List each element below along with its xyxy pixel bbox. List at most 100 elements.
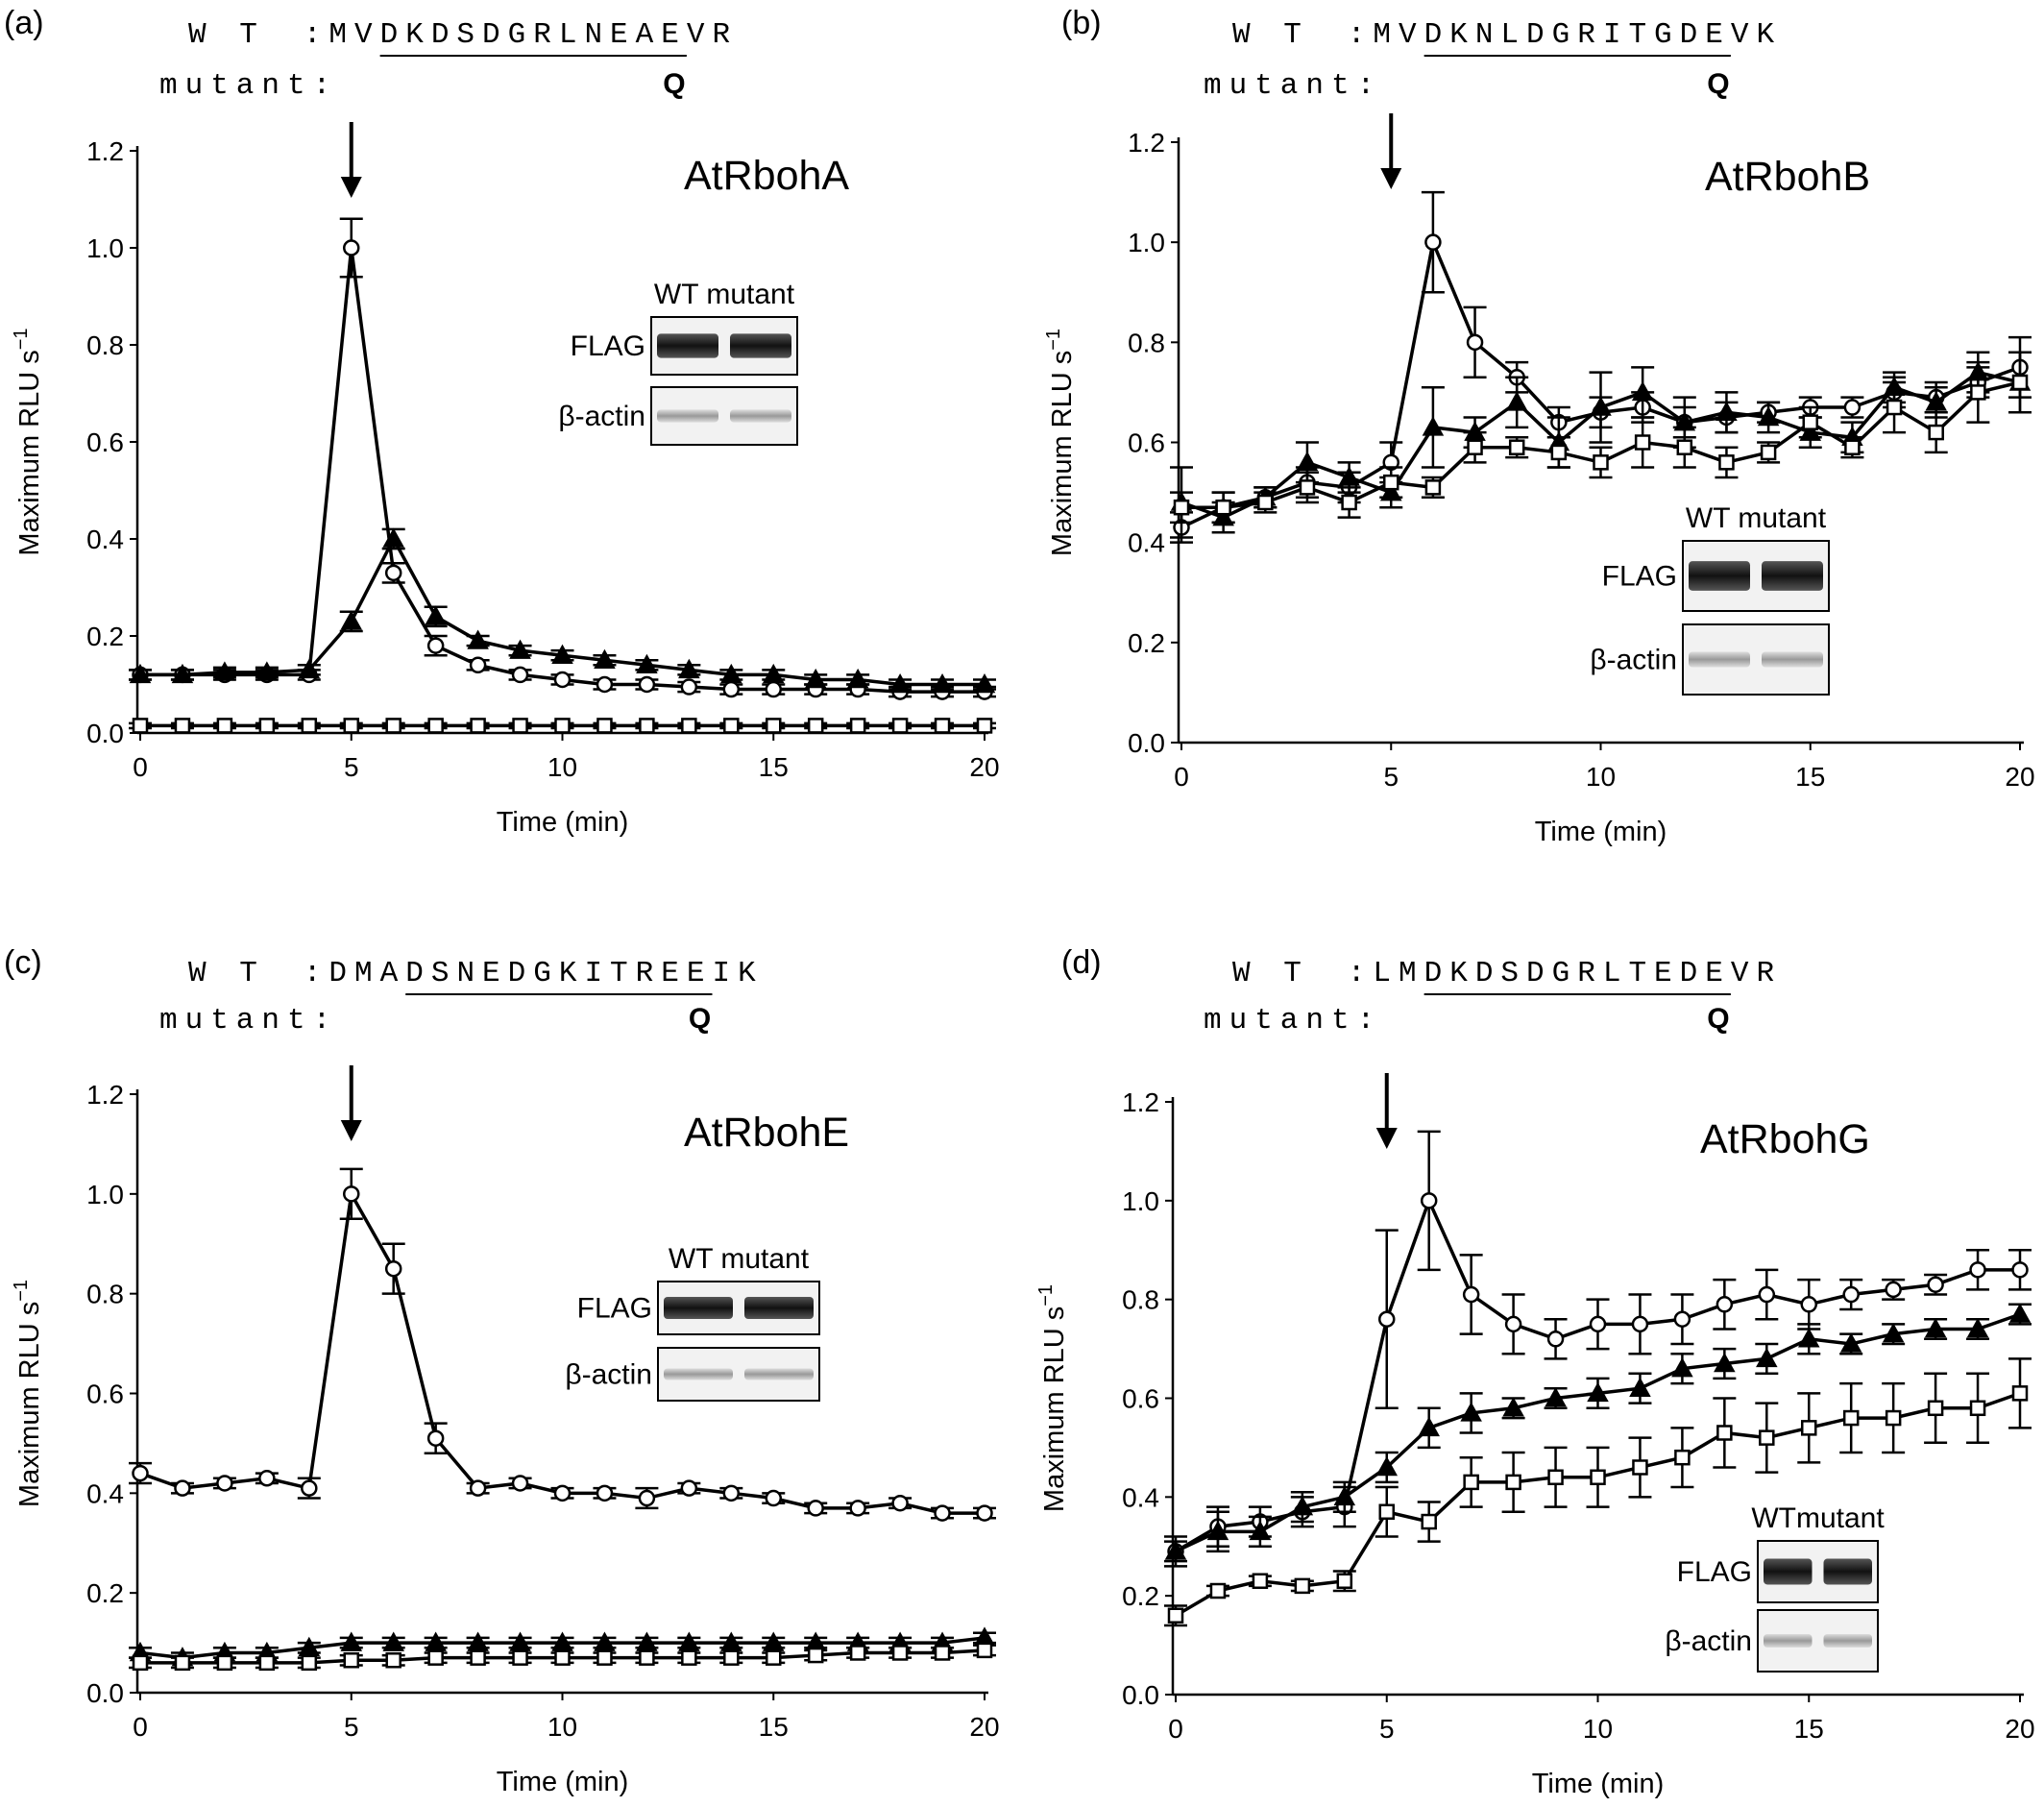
mutant-label: mutant: — [159, 69, 338, 103]
stimulus-arrow — [1375, 1073, 1398, 1149]
data-point — [1927, 1276, 1944, 1293]
y-tick-label: 0.8 — [1128, 328, 1165, 357]
data-point — [1505, 1474, 1521, 1491]
data-point — [301, 1654, 318, 1672]
y-tick-label: 0.4 — [86, 1478, 124, 1508]
data-point — [1969, 1261, 1986, 1279]
wt-label: W T — [188, 18, 265, 52]
wt-label: W T — [188, 957, 265, 990]
x-tick-label: 15 — [759, 1712, 789, 1742]
wt-suffix: IK — [712, 957, 763, 990]
data-point — [1460, 1402, 1482, 1422]
data-point — [1547, 1469, 1564, 1486]
y-tick-label: 0.4 — [1122, 1482, 1159, 1512]
data-point — [1634, 434, 1651, 451]
data-point — [1462, 1285, 1480, 1304]
x-tick-label: 5 — [1383, 762, 1399, 792]
x-tick-label: 0 — [1174, 762, 1189, 792]
y-tick-label: 0.0 — [86, 719, 124, 748]
blot-band — [664, 1368, 733, 1380]
wt-suffix: VR — [1731, 957, 1782, 990]
data-point — [639, 718, 655, 734]
stimulus-arrow-head — [1375, 1128, 1398, 1149]
data-point — [1546, 1331, 1565, 1348]
data-point — [849, 1500, 866, 1517]
mutant-residue: Q — [689, 1003, 711, 1035]
y-tick-label: 0.0 — [1128, 728, 1165, 758]
wt-prefix: :LM — [1348, 957, 1424, 990]
data-point — [1418, 1416, 1440, 1437]
series-open-square — [1164, 1357, 2032, 1627]
y-axis-label-sup: −1 — [11, 1280, 32, 1302]
data-point — [680, 1479, 698, 1497]
x-axis-label: Time (min) — [1532, 1769, 1664, 1799]
wt-prefix: :MV — [304, 18, 380, 52]
y-tick-label: 1.0 — [1128, 228, 1165, 257]
data-point — [2011, 1385, 2029, 1402]
data-point — [343, 1185, 360, 1203]
data-point — [1424, 479, 1442, 496]
data-point — [594, 648, 616, 669]
stimulus-arrow-head — [340, 177, 362, 198]
mutant-label: mutant: — [1204, 69, 1382, 103]
data-point — [1502, 1397, 1524, 1417]
y-tick-label: 1.0 — [86, 1180, 124, 1209]
data-point — [1215, 499, 1231, 516]
data-point — [1886, 399, 1903, 416]
y-tick-label: 1.2 — [1128, 128, 1165, 158]
wt-prefix: :MV — [1348, 18, 1424, 52]
data-point — [512, 718, 528, 734]
wt-sequence: W T:MVDKNLDGRITGDEVK — [1232, 18, 1782, 52]
data-point — [382, 527, 404, 548]
data-point — [1842, 1409, 1860, 1427]
data-point — [1714, 1352, 1736, 1373]
data-point — [384, 1259, 402, 1278]
series-open-square — [129, 1642, 996, 1672]
data-point — [470, 1649, 486, 1666]
y-tick-label: 0.2 — [1128, 628, 1165, 658]
axes: 0.0 0.2 0.4 0.6 0.8 1.0 1.2 0 5 10 15 20 Time (min) M… — [1043, 128, 2035, 847]
data-point — [2011, 374, 2029, 391]
data-point — [1756, 1347, 1778, 1368]
data-point — [469, 1479, 487, 1497]
data-point — [1631, 380, 1654, 402]
y-tick-label: 0.6 — [86, 1380, 124, 1409]
y-tick-label: 1.2 — [1122, 1087, 1159, 1117]
data-point — [1716, 1425, 1733, 1441]
data-point — [467, 629, 489, 649]
y-tick-label: 0.6 — [1128, 428, 1165, 458]
data-point — [1632, 1459, 1648, 1476]
data-point — [382, 1631, 404, 1651]
data-point — [722, 1484, 741, 1502]
wt-prefix: :DMA — [304, 957, 405, 990]
y-axis-label-sup: −1 — [1043, 329, 1064, 351]
data-point — [1759, 1429, 1775, 1446]
data-point — [343, 239, 360, 256]
y-tick-label: 1.0 — [1122, 1186, 1159, 1216]
axes: 0.0 0.2 0.4 0.6 0.8 1.0 1.2 0 5 10 15 20 Time (min) M… — [11, 136, 1000, 838]
data-point — [1341, 494, 1357, 511]
data-point — [1550, 444, 1568, 461]
blot-band — [1689, 651, 1750, 668]
series-filled-triangle — [1170, 351, 2032, 539]
data-point — [1508, 439, 1525, 455]
wt-motif: DKDSDGRLNEAE — [380, 18, 687, 52]
data-point — [1925, 391, 1947, 411]
stimulus-arrow — [340, 1065, 362, 1141]
data-point — [1593, 454, 1609, 471]
data-point — [1631, 1315, 1649, 1333]
x-tick-label: 5 — [344, 1712, 359, 1742]
blot-row-label: FLAG — [1677, 1556, 1752, 1588]
blot-row-label: β-actin — [1590, 645, 1677, 676]
mutant-residue: Q — [1707, 1003, 1729, 1035]
sequence-annotation: W T:DMADSNEDGKITREEIK mutant: Q — [159, 957, 763, 1038]
data-point — [1420, 1192, 1438, 1209]
x-tick-label: 5 — [344, 752, 359, 782]
data-point — [680, 678, 698, 696]
y-tick-label: 0.0 — [1122, 1680, 1159, 1710]
data-point — [804, 668, 827, 689]
series-open-square — [129, 718, 996, 734]
data-point — [1299, 479, 1316, 496]
western-blot-inset: WT mutant FLAG β-actin — [565, 1243, 820, 1402]
blot-band — [730, 409, 791, 423]
